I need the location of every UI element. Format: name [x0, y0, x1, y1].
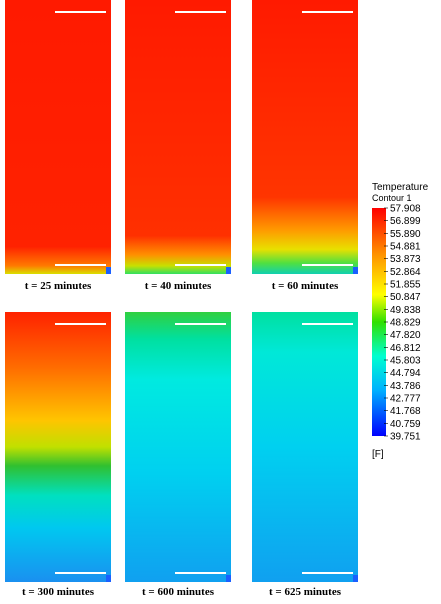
outlet [106, 267, 111, 274]
outlet [106, 575, 111, 582]
legend-tick-label: 39.751 [390, 432, 421, 443]
legend-tick-label: 43.786 [390, 381, 421, 392]
panel-label: t = 25 minutes [25, 280, 92, 292]
contour-panel [252, 312, 358, 582]
contour-panel [125, 0, 231, 274]
contour-panel [252, 0, 358, 274]
legend-tick-label: 57.908 [390, 204, 421, 215]
panel-label: t = 40 minutes [145, 280, 212, 292]
contour-panel [5, 0, 111, 274]
legend-tick-label: 53.873 [390, 254, 421, 265]
contour-panel [5, 312, 111, 582]
legend-tick-label: 49.838 [390, 305, 421, 316]
legend-unit: [F] [372, 449, 384, 460]
legend-tick-label: 41.768 [390, 406, 421, 417]
panel-label: t = 625 minutes [269, 586, 342, 598]
legend-tick-label: 44.794 [390, 368, 421, 379]
outlet [226, 267, 231, 274]
legend-tick-label: 48.829 [390, 318, 421, 329]
panel-label: t = 600 minutes [142, 586, 215, 598]
panel-label: t = 60 minutes [272, 280, 339, 292]
legend-tick-label: 50.847 [390, 292, 421, 303]
legend-tick-label: 47.820 [390, 330, 421, 341]
legend-tick-label: 56.899 [390, 216, 421, 227]
outlet [353, 267, 358, 274]
legend-tick-label: 40.759 [390, 419, 421, 430]
legend-tick-label: 46.812 [390, 343, 421, 354]
legend-subtitle: Contour 1 [372, 193, 412, 203]
contour-panel [125, 312, 231, 582]
colorbar [372, 208, 386, 436]
legend-tick-label: 42.777 [390, 394, 421, 405]
legend-title: Temperature [372, 182, 429, 193]
legend-tick-label: 55.890 [390, 229, 421, 240]
panel-label: t = 300 minutes [22, 586, 95, 598]
outlet [226, 575, 231, 582]
outlet [353, 575, 358, 582]
legend-tick-label: 51.855 [390, 280, 421, 291]
legend-tick-label: 54.881 [390, 242, 421, 253]
legend-tick-label: 45.803 [390, 356, 421, 367]
legend-tick-label: 52.864 [390, 267, 421, 278]
